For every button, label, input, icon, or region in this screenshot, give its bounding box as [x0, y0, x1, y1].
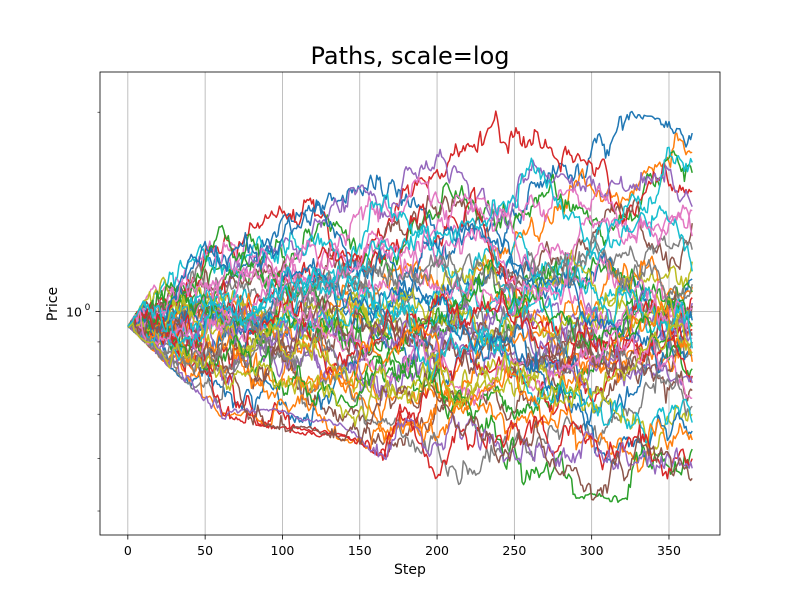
x-tick-label-2: 100 — [271, 543, 295, 558]
x-tick-label-6: 300 — [580, 543, 604, 558]
x-tick-label-7: 350 — [657, 543, 681, 558]
series-line-36 — [127, 279, 693, 406]
chart-title: Paths, scale=log — [310, 42, 509, 70]
y-axis-label: Price — [45, 287, 61, 321]
x-tick-label-3: 150 — [348, 543, 372, 558]
x-tick-label-1: 50 — [197, 543, 213, 558]
series-line-10 — [127, 252, 693, 361]
x-tick-label-0: 0 — [124, 543, 132, 558]
series-line-49 — [127, 146, 693, 347]
series-line-47 — [127, 236, 693, 367]
series-line-39 — [127, 266, 693, 445]
x-tick-label-5: 250 — [502, 543, 526, 558]
series-line-6 — [127, 185, 693, 327]
series-line-48 — [127, 318, 693, 427]
series-line-28 — [127, 249, 693, 366]
series-line-44 — [127, 323, 693, 475]
series-line-45 — [127, 310, 693, 501]
series-line-9 — [127, 205, 693, 332]
series-line-16 — [127, 176, 693, 344]
series-line-27 — [127, 254, 693, 408]
series-line-29 — [127, 258, 693, 350]
y-tick-label-0: 10 — [66, 305, 82, 320]
series-line-41 — [127, 320, 693, 473]
x-tick-label-4: 200 — [425, 543, 449, 558]
series-layer — [127, 110, 693, 504]
y-tick-label-exponent-0: 0 — [85, 303, 91, 313]
x-axis-label: Step — [394, 562, 426, 578]
axes-frame — [99, 71, 721, 536]
